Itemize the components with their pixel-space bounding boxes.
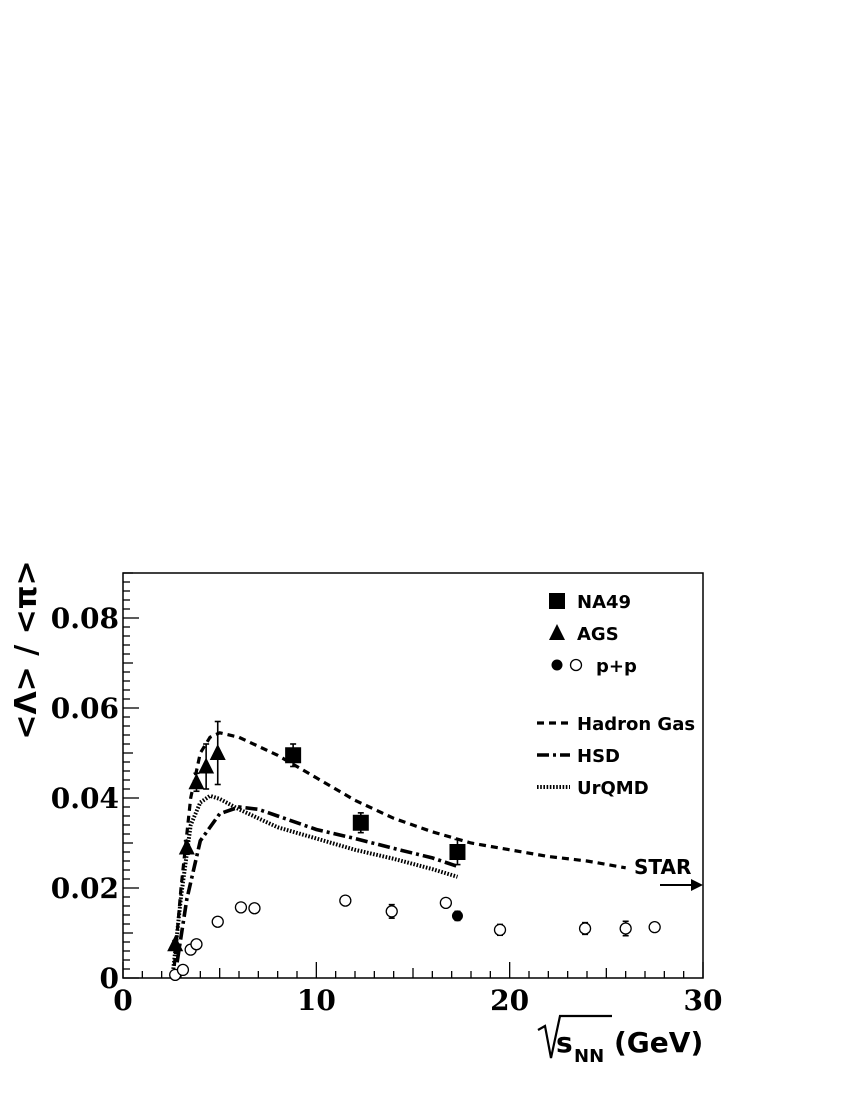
legend-label: Hadron Gas: [577, 714, 695, 735]
y-axis: 0 0.02 0.04 0.06 0.08: [51, 572, 139, 995]
y-tick-label: 0.08: [51, 602, 119, 635]
y-tick-label: 0.02: [51, 872, 119, 905]
point-p-p: [234, 901, 248, 914]
x-axis-title-variable: s: [556, 1026, 573, 1059]
data-points: [167, 720, 661, 981]
legend-label: NA49: [577, 592, 631, 613]
y-tick-label: 0: [100, 962, 119, 995]
point-ags: [188, 773, 205, 790]
point-p-p: [451, 910, 463, 922]
curve-hsd: [175, 805, 459, 963]
point-p-p: [439, 896, 453, 909]
legend-marker: [549, 593, 565, 609]
x-tick-label: 10: [297, 984, 336, 1017]
point-p-p: [176, 963, 190, 977]
legend-label: UrQMD: [577, 778, 649, 799]
x-axis-title: s NN (GeV): [537, 1014, 703, 1069]
point-p-p: [648, 921, 661, 934]
point-na49: [285, 747, 302, 764]
curve-hadron-gas: [171, 731, 626, 979]
sqrt-sign-icon: [537, 1014, 612, 1059]
legend-label: HSD: [577, 746, 620, 767]
legend-marker: [549, 624, 565, 640]
legend-marker: [569, 658, 583, 672]
x-axis-title-unit: (GeV): [614, 1026, 703, 1059]
svg-text:s NN (GeV): s NN (GeV): [556, 1026, 703, 1069]
y-axis-title: <Λ> / <π>: [9, 560, 44, 739]
curve-urqmd: [171, 793, 459, 970]
point-ags: [198, 757, 215, 774]
point-p-p: [339, 894, 352, 907]
legend-label: AGS: [577, 624, 619, 645]
x-axis: 0 10 20 30: [113, 962, 722, 1017]
point-p-p: [211, 915, 224, 928]
point-p-p: [578, 922, 592, 935]
point-p-p: [385, 905, 398, 918]
point-ags: [178, 838, 195, 855]
point-na49: [449, 844, 466, 860]
legend-marker: [551, 659, 563, 671]
x-tick-label: 20: [490, 984, 529, 1017]
x-tick-label: 30: [684, 984, 723, 1017]
point-p-p: [493, 923, 507, 936]
point-p-p: [248, 902, 261, 915]
model-curves: [171, 731, 626, 979]
point-p-p: [619, 922, 632, 935]
point-ags: [209, 744, 226, 760]
star-annotation-label: STAR: [634, 855, 691, 879]
legend: NA49 AGS p+p Hadron Gas HSD UrQMD: [537, 592, 695, 799]
legend-label: p+p: [596, 656, 637, 677]
x-tick-label: 0: [113, 984, 132, 1017]
y-tick-label: 0.04: [51, 782, 119, 815]
point-na49: [352, 814, 369, 831]
point-ags: [167, 935, 184, 952]
y-tick-label: 0.06: [51, 692, 119, 725]
point-p-p: [190, 938, 203, 951]
arrow-right-icon: [691, 879, 703, 891]
annotations: STAR: [634, 855, 703, 891]
x-axis-title-subscript: NN: [574, 1046, 604, 1067]
